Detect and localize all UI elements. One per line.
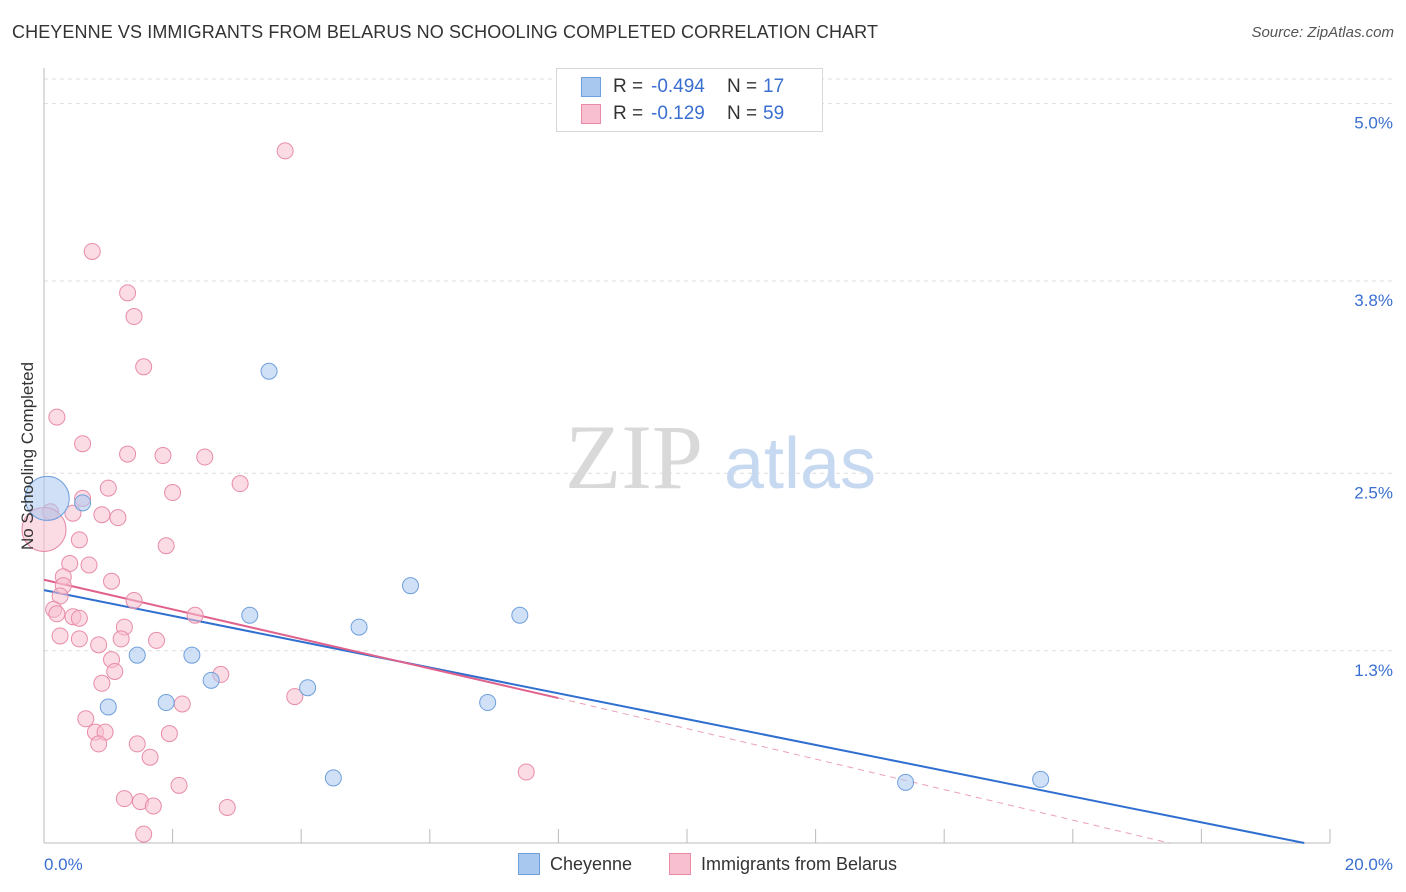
belarus-swatch bbox=[581, 104, 601, 124]
correlation-legend: R = -0.494 N = 17 R = -0.129 N = 59 bbox=[556, 68, 823, 132]
x-tick-label-max: 20.0% bbox=[1345, 855, 1393, 874]
trend-line-cheyenne bbox=[43, 589, 1305, 844]
y-tick-label: 2.5% bbox=[1354, 483, 1393, 502]
cheyenne-points bbox=[24, 362, 1050, 791]
cheyenne-point bbox=[183, 646, 201, 664]
belarus-point bbox=[125, 591, 143, 609]
belarus-point bbox=[74, 435, 92, 453]
belarus-point bbox=[276, 142, 294, 160]
belarus-point bbox=[135, 825, 153, 843]
y-tick-label: 5.0% bbox=[1354, 114, 1393, 133]
belarus-point bbox=[164, 484, 182, 502]
legend-row-belarus: R = -0.129 N = 59 bbox=[581, 102, 784, 126]
belarus-point bbox=[119, 284, 137, 302]
belarus-point bbox=[70, 609, 88, 627]
watermark: ZIP atlas bbox=[565, 406, 876, 508]
chart-title: CHEYENNE VS IMMIGRANTS FROM BELARUS NO S… bbox=[12, 22, 879, 42]
belarus-point bbox=[160, 725, 178, 743]
cheyenne-point bbox=[202, 671, 220, 689]
belarus-point bbox=[157, 537, 175, 555]
cheyenne-point bbox=[24, 475, 70, 521]
belarus-point bbox=[112, 630, 130, 648]
belarus-point bbox=[77, 710, 95, 728]
cheyenne-point bbox=[299, 679, 317, 697]
belarus-point bbox=[106, 662, 124, 680]
belarus-point bbox=[286, 688, 304, 706]
belarus-point bbox=[99, 479, 117, 497]
r-value: -0.494 bbox=[651, 76, 705, 97]
cheyenne-point bbox=[74, 494, 92, 512]
cheyenne-point bbox=[1032, 770, 1050, 788]
belarus-point bbox=[231, 475, 249, 493]
belarus-point bbox=[119, 445, 137, 463]
belarus-swatch bbox=[669, 853, 691, 875]
cheyenne-point bbox=[324, 769, 342, 787]
belarus-point bbox=[148, 631, 166, 649]
belarus-point bbox=[90, 636, 108, 654]
n-label: N = bbox=[727, 103, 758, 124]
belarus-point bbox=[173, 695, 191, 713]
source-label: Source: ZipAtlas.com bbox=[1251, 24, 1394, 41]
belarus-point bbox=[517, 763, 535, 781]
belarus-point bbox=[103, 572, 121, 590]
cheyenne-point bbox=[897, 773, 915, 791]
belarus-point bbox=[70, 630, 88, 648]
cheyenne-swatch bbox=[518, 853, 540, 875]
cheyenne-swatch bbox=[581, 77, 601, 97]
cheyenne-point bbox=[241, 606, 259, 624]
belarus-point bbox=[170, 776, 188, 794]
y-tick-label: 3.8% bbox=[1354, 291, 1393, 310]
cheyenne-point bbox=[99, 698, 117, 716]
trend-line-belarus-extrapolated bbox=[558, 697, 1170, 844]
cheyenne-point bbox=[128, 646, 146, 664]
belarus-point bbox=[135, 358, 153, 376]
watermark-zip: ZIP bbox=[565, 406, 703, 508]
belarus-point bbox=[144, 797, 162, 815]
belarus-point bbox=[80, 556, 98, 574]
belarus-point bbox=[90, 735, 108, 753]
n-label: N = bbox=[727, 76, 758, 97]
legend-label-belarus: Immigrants from Belarus bbox=[701, 853, 898, 874]
belarus-point bbox=[48, 605, 66, 623]
cheyenne-point bbox=[260, 362, 278, 380]
legend-label-cheyenne: Cheyenne bbox=[550, 853, 633, 874]
belarus-points bbox=[21, 142, 535, 843]
cheyenne-point bbox=[511, 606, 529, 624]
belarus-point bbox=[125, 308, 143, 326]
r-label: R = bbox=[613, 76, 644, 97]
n-value: 59 bbox=[763, 103, 785, 124]
belarus-point bbox=[48, 408, 66, 426]
axes bbox=[43, 68, 1331, 844]
legend-item-belarus[interactable]: Immigrants from Belarus bbox=[669, 852, 897, 876]
watermark-atlas: atlas bbox=[724, 424, 876, 504]
belarus-point bbox=[51, 627, 69, 645]
belarus-point bbox=[93, 506, 111, 524]
belarus-point bbox=[109, 509, 127, 527]
belarus-point bbox=[196, 448, 214, 466]
cheyenne-point bbox=[157, 694, 175, 712]
belarus-point bbox=[154, 447, 172, 465]
n-value: 17 bbox=[763, 76, 785, 97]
legend-row-cheyenne: R = -0.494 N = 17 bbox=[581, 75, 784, 99]
tick-labels: 5.0% 3.8% 2.5% 1.3% 0.0% 20.0% bbox=[44, 114, 1393, 874]
x-tick-label-min: 0.0% bbox=[44, 855, 83, 874]
belarus-point bbox=[218, 799, 236, 817]
belarus-point bbox=[115, 790, 133, 808]
belarus-point bbox=[83, 242, 101, 260]
gridlines bbox=[44, 78, 1392, 652]
y-tick-label: 1.3% bbox=[1354, 661, 1393, 680]
cheyenne-point bbox=[479, 694, 497, 712]
y-axis-label: No Schooling Completed bbox=[18, 361, 37, 551]
cheyenne-point bbox=[402, 577, 420, 595]
r-value: -0.129 bbox=[651, 103, 705, 124]
belarus-point bbox=[141, 748, 159, 766]
r-label: R = bbox=[613, 103, 644, 124]
belarus-point bbox=[128, 735, 146, 753]
legend-item-cheyenne[interactable]: Cheyenne bbox=[518, 852, 632, 876]
cheyenne-point bbox=[350, 618, 368, 636]
belarus-point bbox=[70, 531, 88, 549]
belarus-point bbox=[93, 674, 111, 692]
belarus-point bbox=[186, 606, 204, 624]
